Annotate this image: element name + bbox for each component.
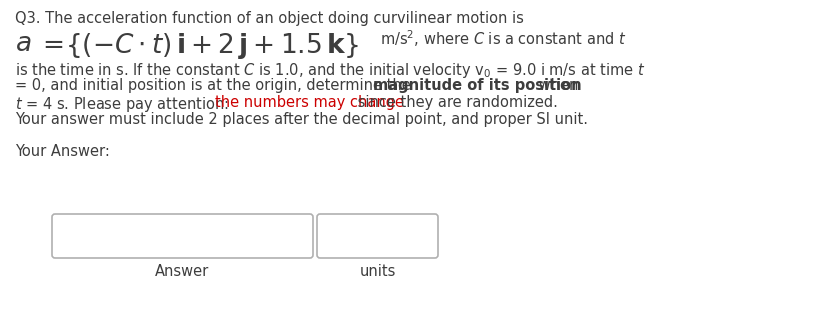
Text: = 0, and initial position is at the origin, determine the: = 0, and initial position is at the orig…	[15, 78, 415, 93]
Text: units: units	[359, 264, 395, 279]
FancyBboxPatch shape	[317, 214, 438, 258]
Text: $t$ = 4 s. Please pay attention:: $t$ = 4 s. Please pay attention:	[15, 95, 230, 114]
Text: Your answer must include 2 places after the decimal point, and proper SI unit.: Your answer must include 2 places after …	[15, 112, 588, 127]
Text: $=$: $=$	[37, 31, 63, 57]
Text: Your Answer:: Your Answer:	[15, 144, 110, 159]
Text: since they are randomized.: since they are randomized.	[353, 95, 558, 110]
FancyBboxPatch shape	[52, 214, 313, 258]
Text: m/s$^{2}$, where $C$ is a constant and $t$: m/s$^{2}$, where $C$ is a constant and $…	[380, 28, 626, 49]
Text: Q3. The acceleration function of an object doing curvilinear motion is: Q3. The acceleration function of an obje…	[15, 11, 524, 26]
Text: magnitude of its position: magnitude of its position	[373, 78, 581, 93]
Text: $a$: $a$	[15, 31, 32, 57]
Text: the numbers may change: the numbers may change	[215, 95, 404, 110]
Text: when: when	[534, 78, 578, 93]
Text: $\{(-C \cdot t)\,\mathbf{i}+2\,\mathbf{j}+1.5\,\mathbf{k}\}$: $\{(-C \cdot t)\,\mathbf{i}+2\,\mathbf{j…	[65, 31, 359, 61]
Text: is the time in s. If the constant $C$ is 1.0, and the initial velocity v$_{0}$ =: is the time in s. If the constant $C$ is…	[15, 61, 646, 80]
Text: Answer: Answer	[155, 264, 209, 279]
